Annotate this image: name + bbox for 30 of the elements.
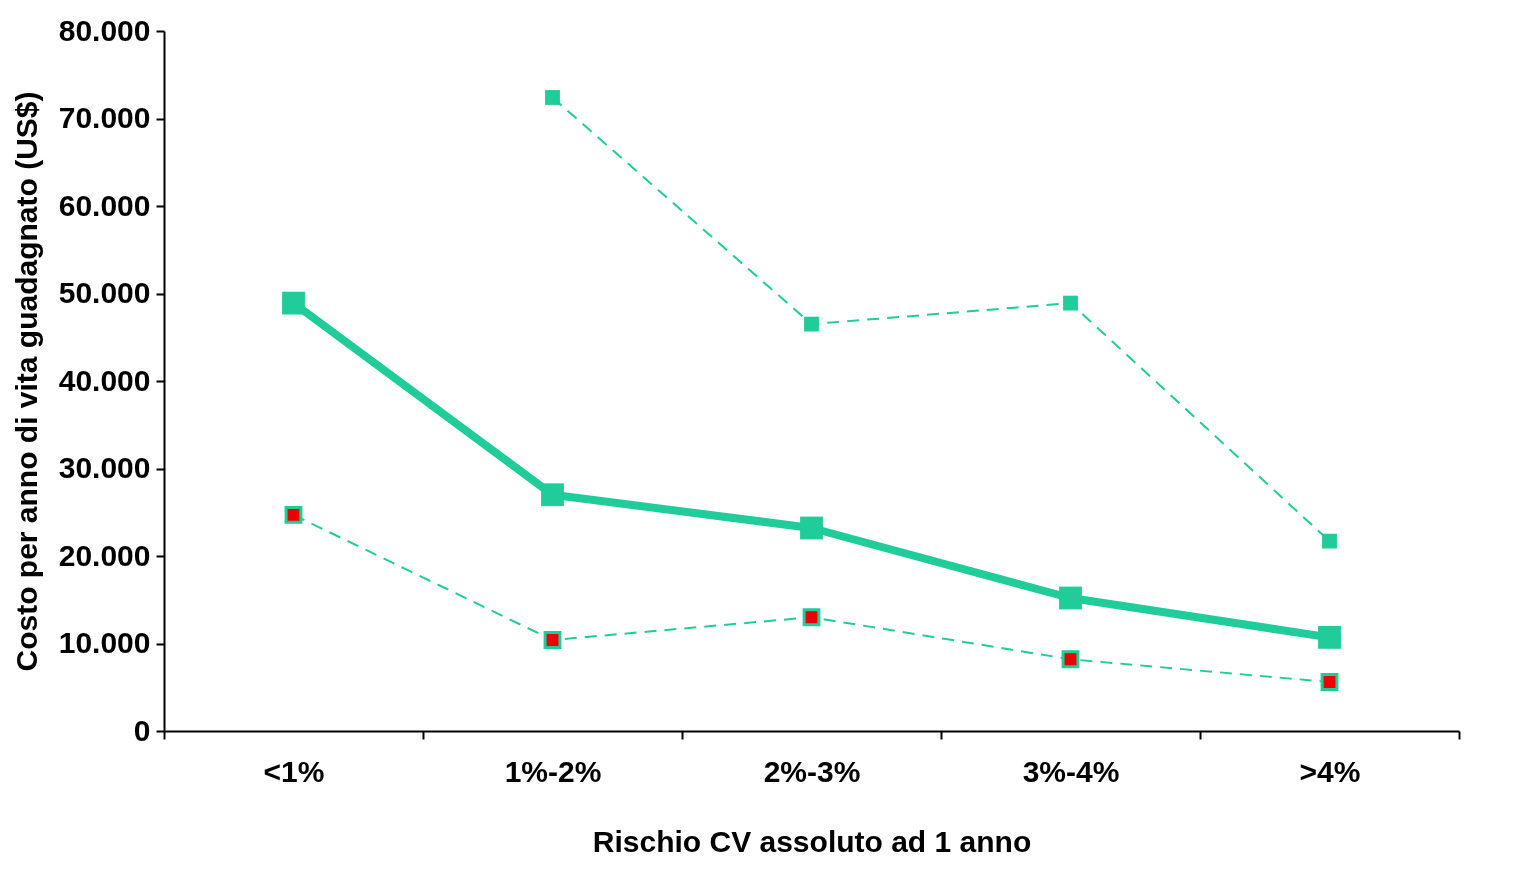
y-tick-label: 40.000 <box>58 363 151 397</box>
point <box>284 505 303 524</box>
point <box>282 291 305 315</box>
x-tick-label: >4% <box>1299 754 1361 788</box>
point <box>545 90 560 105</box>
point <box>1059 586 1082 610</box>
x-tick-label: 1%-2% <box>504 754 602 788</box>
point <box>1320 673 1339 691</box>
point <box>543 631 562 649</box>
point <box>1322 533 1337 549</box>
point <box>1061 650 1080 669</box>
y-tick-label: 80.000 <box>58 13 151 47</box>
x-tick-label: 3%-4% <box>1022 754 1120 788</box>
y-tick-label: 70.000 <box>58 101 151 134</box>
point <box>802 608 821 627</box>
y-tick-label: 0 <box>133 713 151 747</box>
x-tick-label: 2%-3% <box>763 754 861 788</box>
point <box>1063 295 1078 311</box>
y-tick-label: 50.000 <box>58 276 151 309</box>
y-tick-label: 60.000 <box>58 188 151 222</box>
point <box>1318 625 1341 649</box>
y-axis-title: Costo per anno di vita guadagnato (US$) <box>9 91 43 672</box>
y-tick-label: 20.000 <box>58 538 151 572</box>
point <box>541 483 564 507</box>
point <box>804 316 819 332</box>
point <box>800 516 823 540</box>
x-tick-label: <1% <box>263 754 325 788</box>
y-tick-label: 10.000 <box>58 626 151 659</box>
x-axis-title: Rischio CV assoluto ad 1 anno <box>592 824 1032 858</box>
y-tick-label: 30.000 <box>58 451 151 484</box>
